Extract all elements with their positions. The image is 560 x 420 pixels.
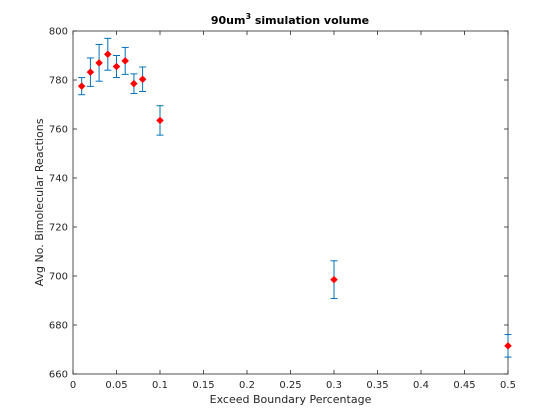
x-tick-label: 0.35 xyxy=(366,380,388,391)
data-point xyxy=(121,57,130,65)
x-axis: 0 0.05 0.1 0.15 0.2 0.25 0.3 0.35 0.4 0.45 0.5 xyxy=(70,31,516,391)
y-axis: 660 680 700 720 740 760 780 800 xyxy=(49,27,508,381)
x-tick-label: 0.25 xyxy=(279,380,301,391)
data-point xyxy=(95,58,103,67)
data-point xyxy=(130,79,138,88)
x-tick-label: 0.4 xyxy=(413,380,429,391)
data-point xyxy=(112,62,121,71)
x-tick-label: 0.15 xyxy=(192,380,214,391)
data-point xyxy=(77,82,86,90)
x-tick-label: 0.05 xyxy=(105,380,127,391)
y-tick-label: 740 xyxy=(49,174,68,185)
data-point xyxy=(138,75,147,84)
y-tick-label: 660 xyxy=(49,370,68,381)
y-tick-label: 780 xyxy=(49,76,68,87)
x-tick-label: 0.45 xyxy=(453,380,475,391)
y-axis-label: Avg No. Bimolecular Reactions xyxy=(33,118,46,286)
y-tick-label: 700 xyxy=(49,272,68,283)
x-tick-label: 0.1 xyxy=(152,380,168,391)
chart-title-superscript: 3 xyxy=(245,12,251,21)
data-point xyxy=(330,275,338,284)
x-tick-label: 0.2 xyxy=(239,380,255,391)
x-axis-label: Exceed Boundary Percentage xyxy=(210,393,372,406)
x-tick-label: 0 xyxy=(70,380,76,391)
data-point xyxy=(156,116,164,125)
data-markers xyxy=(77,50,512,350)
chart-title: 90um3 simulation volume xyxy=(211,12,369,27)
x-tick-label: 0.3 xyxy=(326,380,342,391)
data-point xyxy=(504,341,512,350)
x-tick-label: 0.5 xyxy=(500,380,516,391)
plot-area xyxy=(72,30,509,375)
y-tick-label: 760 xyxy=(49,125,68,136)
chart-title-suffix: simulation volume xyxy=(251,14,369,27)
data-point xyxy=(86,68,95,77)
y-tick-label: 680 xyxy=(49,321,68,332)
y-tick-label: 720 xyxy=(49,223,68,234)
y-tick-label: 800 xyxy=(49,27,68,38)
chart-title-main: 90um xyxy=(211,14,246,27)
data-point xyxy=(103,50,112,59)
